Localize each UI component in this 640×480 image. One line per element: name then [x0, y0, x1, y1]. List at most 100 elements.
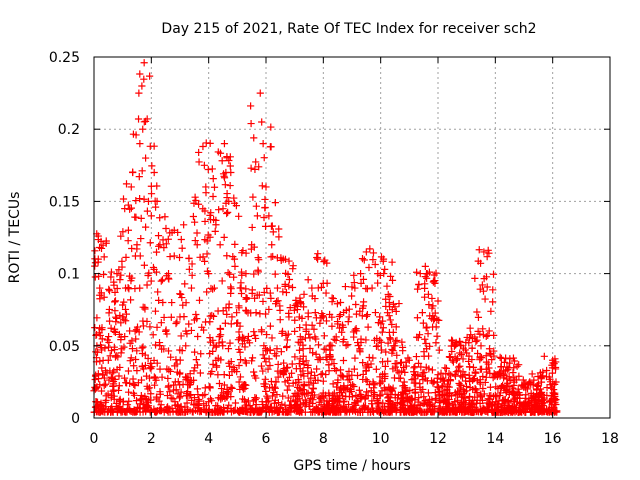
data-point [476, 380, 484, 388]
data-point [386, 334, 394, 342]
data-point [104, 390, 112, 398]
data-point [293, 393, 302, 401]
x-tick-label: 12 [429, 431, 447, 447]
data-point [418, 309, 426, 317]
data-point [388, 306, 396, 314]
data-point [288, 283, 297, 292]
data-point [446, 376, 454, 384]
data-point [295, 403, 303, 412]
data-point [384, 339, 392, 347]
data-point [188, 271, 196, 279]
data-point [385, 312, 393, 320]
data-point [135, 173, 143, 181]
data-point [395, 299, 403, 308]
data-point [189, 408, 197, 416]
data-point [251, 372, 259, 380]
data-point [260, 154, 268, 162]
data-point [374, 342, 382, 350]
data-point [252, 158, 260, 166]
data-point [132, 335, 140, 343]
data-point [218, 157, 226, 165]
data-point [377, 253, 386, 261]
data-point [396, 359, 405, 367]
data-point [247, 119, 255, 128]
data-point [247, 102, 255, 110]
data-point [102, 237, 110, 245]
data-point [299, 303, 308, 311]
data-point [93, 314, 101, 322]
data-point [509, 354, 518, 362]
data-point [134, 115, 143, 123]
data-point [402, 358, 410, 366]
data-point [276, 306, 284, 314]
data-point [415, 394, 423, 402]
data-point [132, 131, 140, 139]
data-point [126, 357, 134, 365]
data-point [502, 354, 510, 362]
data-point [138, 344, 146, 352]
data-point [185, 381, 193, 389]
data-point [111, 307, 119, 315]
data-point [125, 405, 133, 413]
data-point [316, 394, 325, 403]
data-point [155, 397, 163, 405]
data-point [146, 323, 154, 331]
data-point [285, 382, 293, 390]
data-point [178, 347, 186, 355]
data-point [389, 400, 397, 408]
data-point [400, 363, 408, 372]
data-point [189, 212, 198, 221]
data-point [278, 327, 287, 335]
data-point [423, 323, 431, 331]
data-point [142, 372, 151, 380]
data-point [413, 333, 421, 341]
data-point [281, 282, 289, 290]
data-point [326, 310, 334, 319]
data-point [534, 380, 543, 388]
data-point [364, 406, 372, 414]
data-point [283, 336, 291, 344]
data-point [272, 378, 280, 386]
data-point [336, 298, 345, 307]
data-point [262, 387, 270, 395]
data-point [266, 322, 275, 330]
data-point [256, 89, 264, 97]
data-point [398, 338, 406, 346]
data-point [116, 276, 124, 284]
data-point [332, 336, 340, 345]
data-point [304, 389, 312, 397]
y-tick-label: 0.2 [58, 122, 80, 138]
data-point [136, 140, 144, 148]
data-point [357, 279, 365, 287]
data-point [430, 277, 438, 285]
data-point [132, 196, 140, 205]
data-point [424, 290, 433, 298]
data-point [235, 345, 243, 354]
data-point [235, 212, 243, 220]
data-point [262, 398, 270, 406]
data-point [237, 289, 246, 298]
data-point [470, 400, 478, 408]
data-point [174, 408, 182, 416]
data-point [182, 342, 190, 350]
data-point [317, 401, 325, 409]
data-point [416, 383, 424, 391]
data-point [442, 364, 451, 372]
data-point [150, 381, 159, 389]
data-point [370, 388, 378, 397]
data-point [291, 327, 299, 335]
data-point [360, 256, 368, 264]
data-point [379, 324, 387, 332]
data-point [203, 237, 211, 245]
data-point [459, 398, 467, 406]
data-point [302, 325, 310, 333]
data-point [124, 201, 132, 209]
data-point [460, 406, 469, 414]
data-point [473, 388, 481, 397]
data-point [430, 271, 438, 279]
data-point [135, 89, 143, 97]
data-point [124, 388, 133, 396]
data-point [458, 393, 466, 401]
data-point [309, 384, 317, 392]
data-point [126, 339, 134, 347]
